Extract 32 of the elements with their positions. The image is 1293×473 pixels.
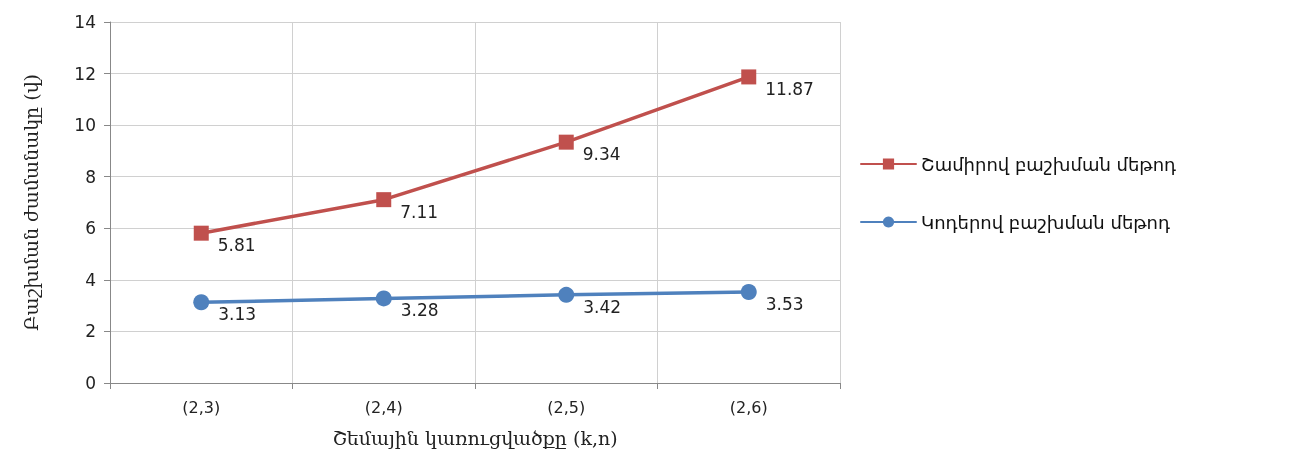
y-tick-label: 4 xyxy=(85,269,96,290)
data-label: 3.53 xyxy=(765,293,804,314)
x-axis-title: Շեմային կառուցվածքը (k,n) xyxy=(332,426,618,449)
legend-label: Շամիրով բաշխման մեթոդ xyxy=(921,153,1177,175)
y-tick-label: 14 xyxy=(74,12,96,32)
x-tick-label: (2,6) xyxy=(729,397,768,417)
point xyxy=(193,294,210,311)
x-tick-label: (2,4) xyxy=(364,397,403,417)
data-label: 5.81 xyxy=(217,235,256,256)
y-tick-label: 2 xyxy=(85,321,96,342)
x-tick-label: (2,5) xyxy=(547,397,586,417)
data-label: 9.34 xyxy=(582,144,621,165)
y-axis-title: Բաշխման ժամանակը (վ) xyxy=(19,73,42,332)
x-tick-label: (2,3) xyxy=(182,397,221,417)
point xyxy=(740,283,757,300)
y-tick-label: 10 xyxy=(74,115,96,136)
y-tick-label: 12 xyxy=(74,63,96,84)
data-label: 7.11 xyxy=(400,201,439,222)
point xyxy=(375,290,392,307)
point xyxy=(558,134,574,150)
point xyxy=(193,225,209,241)
data-label: 3.28 xyxy=(400,300,439,321)
y-tick-label: 0 xyxy=(85,373,96,393)
data-label: 3.13 xyxy=(218,304,257,325)
data-label: 11.87 xyxy=(765,78,814,99)
point xyxy=(741,69,757,85)
data-label: 3.42 xyxy=(583,296,622,317)
y-tick-label: 6 xyxy=(85,218,96,239)
y-tick-label: 8 xyxy=(85,166,96,187)
legend-label: Կոդերով բաշխման մեթոդ xyxy=(921,211,1171,233)
point xyxy=(558,286,575,303)
point xyxy=(376,192,392,208)
